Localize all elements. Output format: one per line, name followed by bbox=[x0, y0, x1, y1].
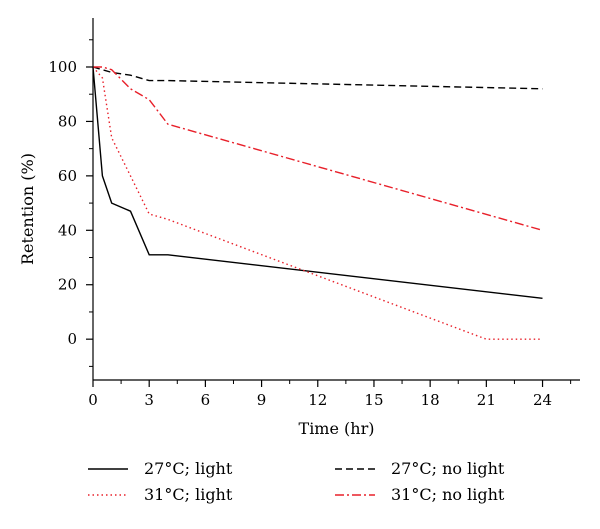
legend-label-3: 31°C; light bbox=[144, 485, 233, 504]
y-tick-label: 20 bbox=[58, 276, 77, 294]
x-tick-label: 12 bbox=[308, 391, 327, 409]
ticks: 0 3 6 9 12 15 18 21 24 0 20 40 60 80 100 bbox=[48, 39, 572, 409]
series-line-2 bbox=[92, 66, 543, 90]
y-tick-label: 80 bbox=[58, 112, 77, 130]
x-tick-label: 3 bbox=[144, 391, 154, 409]
x-tick-label: 21 bbox=[477, 391, 496, 409]
series-line-4 bbox=[93, 66, 543, 231]
series-line-3 bbox=[92, 66, 543, 340]
legend-label-4: 31°C; no light bbox=[391, 485, 505, 504]
x-tick-label: 6 bbox=[201, 391, 211, 409]
legend-label-1: 27°C; light bbox=[144, 459, 233, 478]
y-tick-label: 0 bbox=[67, 330, 77, 348]
plot-area bbox=[92, 66, 543, 340]
y-tick-label: 100 bbox=[48, 58, 77, 76]
y-axis-label: Retention (%) bbox=[18, 153, 37, 265]
axes bbox=[92, 18, 580, 381]
x-axis-label: Time (hr) bbox=[299, 419, 375, 438]
series-line-1 bbox=[92, 66, 543, 299]
x-tick-label: 18 bbox=[421, 391, 440, 409]
y-tick-label: 60 bbox=[58, 167, 77, 185]
legend: 27°C; light 27°C; no light 31°C; light 31°C… bbox=[88, 459, 505, 504]
x-tick-label: 9 bbox=[257, 391, 267, 409]
x-tick-label: 15 bbox=[364, 391, 383, 409]
x-tick-label: 24 bbox=[533, 391, 552, 409]
x-tick-label: 0 bbox=[88, 391, 98, 409]
y-tick-label: 40 bbox=[58, 221, 77, 239]
legend-label-2: 27°C; no light bbox=[391, 459, 505, 478]
